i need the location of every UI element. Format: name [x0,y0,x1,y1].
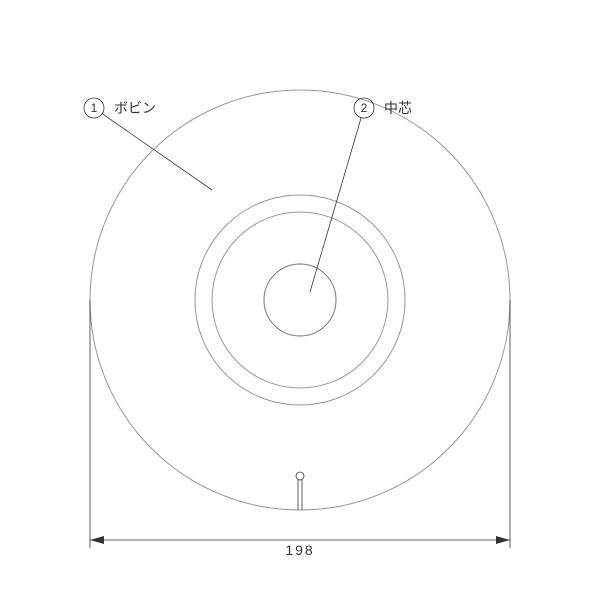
callout-label-1: ボビン [114,100,156,116]
callout-label-2: 中芯 [384,100,412,116]
bobbin-diagram: 1 ボビン 2 中芯 198 [0,0,600,600]
dim-value: 198 [285,542,314,558]
dim-arrow-right [496,536,510,544]
callout-number-2: 2 [361,101,368,115]
callout-leader-2 [310,118,361,292]
outer-disc [90,90,510,510]
notch-ball [296,472,304,480]
dim-arrow-left [90,536,104,544]
ring-outer [195,195,405,405]
callout-number-1: 1 [91,101,98,115]
callout-leader-1 [102,114,212,190]
ring-inner [212,212,388,388]
hub-circle [264,264,336,336]
